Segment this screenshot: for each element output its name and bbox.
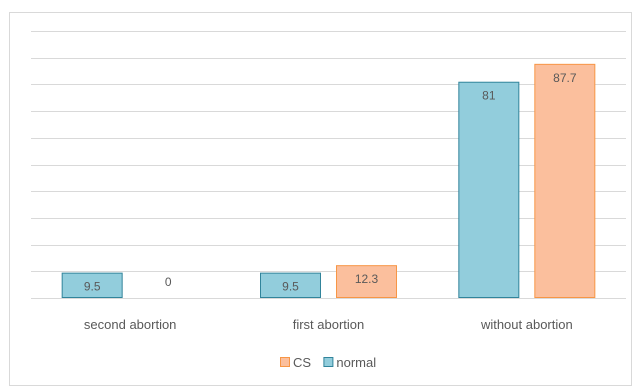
data-label-normal-0: 9.5	[84, 280, 101, 294]
legend-label-cs: CS	[293, 355, 311, 370]
legend-swatch-normal	[323, 357, 334, 367]
data-label-normal-1: 9.5	[282, 280, 299, 294]
x-tick-label-2: without abortion	[480, 317, 573, 332]
x-tick-label-0: second abortion	[84, 317, 177, 332]
data-label-normal-2: 81	[482, 89, 496, 103]
bar-cs-2	[534, 63, 596, 298]
bar-normal-1	[260, 272, 321, 299]
chart-frame	[9, 12, 632, 386]
legend-swatch-cs	[280, 357, 290, 367]
bar-normal-2	[458, 81, 520, 299]
legend-label-normal: normal	[336, 355, 376, 370]
data-label-cs-0: 0	[165, 275, 172, 289]
x-tick-label-1: first abortion	[293, 317, 365, 332]
bar-cs-1	[336, 265, 397, 298]
bar-normal-0	[61, 272, 123, 299]
data-label-cs-2: 87.7	[553, 71, 577, 85]
data-label-cs-1: 12.3	[355, 272, 379, 286]
